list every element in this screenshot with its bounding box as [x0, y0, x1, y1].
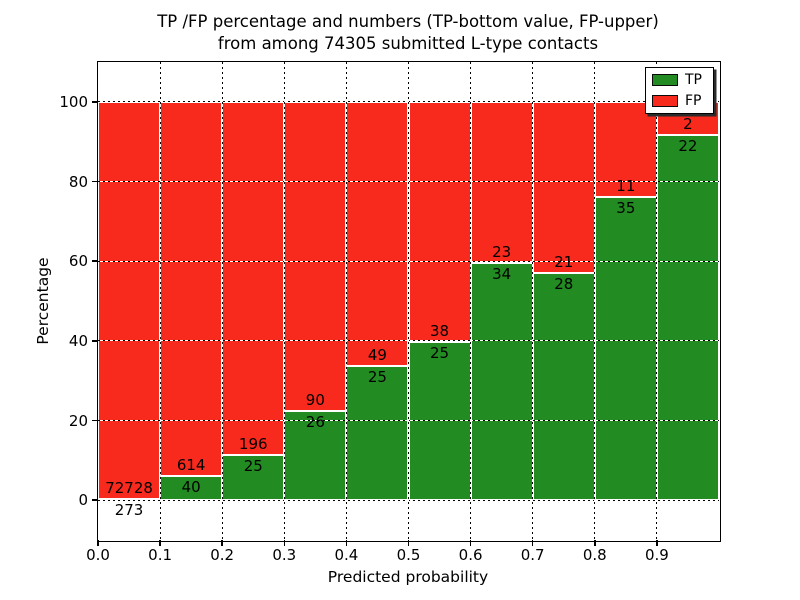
tp-count-label: 28	[554, 274, 574, 293]
x-tick-mark	[407, 540, 410, 546]
bar-fp-segment	[160, 101, 223, 476]
gridline-vertical	[656, 62, 658, 540]
y-tick-label: 60	[68, 252, 88, 271]
tp-count-label: 40	[181, 477, 201, 496]
gridline-vertical	[408, 62, 409, 540]
gridline-vertical	[221, 62, 223, 540]
tp-count-label: 34	[492, 264, 512, 283]
tp-count-label: 26	[305, 412, 325, 431]
bar-fp-segment	[408, 101, 471, 343]
x-tick-label: 0.6	[458, 546, 483, 564]
legend-entry-tp: TP	[652, 73, 707, 87]
gridline-vertical	[159, 62, 161, 540]
bar-fp-segment	[470, 101, 533, 263]
bar-fp-segment	[346, 101, 409, 366]
tp-color-swatch-icon	[652, 74, 678, 86]
fp-count-label: 21	[554, 252, 574, 271]
x-tick-mark	[97, 540, 99, 546]
fp-count-label: 23	[492, 242, 512, 261]
fp-count-label: 11	[616, 177, 636, 196]
y-tick-label: 0	[78, 491, 88, 510]
gridline-vertical	[470, 62, 472, 540]
legend-label-fp: FP	[685, 93, 702, 109]
x-tick-mark	[594, 540, 596, 546]
x-tick-label: 0.4	[334, 546, 359, 564]
tp-count-label: 25	[367, 367, 387, 386]
x-tick-label: 0.8	[582, 546, 607, 564]
chart-title-line-2: from among 74305 submitted L-type contac…	[217, 34, 599, 53]
x-tick-label: 0.1	[148, 546, 173, 564]
x-tick-label: 0.2	[210, 546, 235, 564]
x-tick-label: 0.9	[644, 546, 669, 564]
tp-count-label: 25	[243, 457, 263, 476]
fp-count-label: 2	[683, 115, 693, 134]
x-tick-label: 0.3	[272, 546, 297, 564]
bar-fp-segment	[98, 101, 161, 499]
bar-tp-segment	[532, 272, 595, 501]
x-tick-label: 0.5	[396, 546, 421, 564]
fp-count-label: 72728	[105, 478, 153, 497]
bar-tp-segment	[160, 475, 223, 501]
y-tick-mark	[92, 499, 98, 501]
bar-fp-segment	[222, 101, 285, 456]
gridline-vertical	[283, 62, 285, 540]
fp-count-label: 196	[238, 435, 268, 454]
legend-entry-fp: FP	[652, 94, 707, 108]
x-tick-mark	[345, 540, 348, 546]
y-tick-label: 40	[68, 331, 88, 350]
fp-count-label: 614	[176, 455, 206, 474]
y-tick-mark	[92, 260, 98, 262]
tp-count-label: 22	[678, 137, 698, 156]
legend-label-tp: TP	[685, 72, 702, 88]
fp-color-swatch-icon	[652, 95, 678, 107]
gridline-vertical	[594, 62, 596, 540]
tp-count-label: 35	[616, 199, 636, 218]
chart-title-line-1: TP /FP percentage and numbers (TP-bottom…	[157, 12, 659, 31]
bar-tp-segment	[594, 197, 657, 501]
fp-count-label: 90	[305, 390, 325, 409]
bar-tp-segment	[284, 410, 347, 501]
tp-count-label: 25	[430, 344, 450, 363]
y-axis-label: Percentage	[34, 257, 52, 345]
bar-tp-segment	[408, 342, 471, 501]
x-tick-label: 0.0	[86, 546, 110, 564]
fp-count-label: 38	[430, 322, 450, 341]
x-tick-mark	[656, 540, 658, 546]
y-tick-mark	[92, 419, 98, 422]
bar-tp-segment	[656, 135, 719, 501]
bar-fp-segment	[532, 101, 595, 273]
bar-tp-segment	[470, 262, 533, 501]
x-axis-label: Predicted probability	[327, 568, 489, 586]
y-tick-label: 100	[59, 92, 88, 111]
tp-count-label: 273	[114, 500, 144, 519]
x-tick-mark	[159, 540, 161, 546]
bar-fp-segment	[284, 101, 347, 411]
x-tick-mark	[283, 540, 286, 546]
y-tick-label: 80	[68, 172, 88, 191]
y-tick-mark	[92, 180, 98, 183]
bar-tp-segment	[346, 365, 409, 501]
gridline-vertical	[532, 62, 534, 540]
fp-count-label: 49	[367, 345, 387, 364]
x-tick-mark	[531, 540, 534, 546]
gridline-vertical	[345, 62, 347, 540]
y-tick-label: 20	[68, 411, 88, 430]
x-tick-mark	[221, 540, 223, 546]
y-tick-mark	[92, 101, 98, 103]
y-tick-mark	[92, 340, 98, 342]
bar-tp-segment	[222, 455, 285, 501]
legend: TP FP	[645, 67, 714, 114]
x-tick-label: 0.7	[520, 546, 545, 564]
x-tick-mark	[469, 540, 472, 546]
